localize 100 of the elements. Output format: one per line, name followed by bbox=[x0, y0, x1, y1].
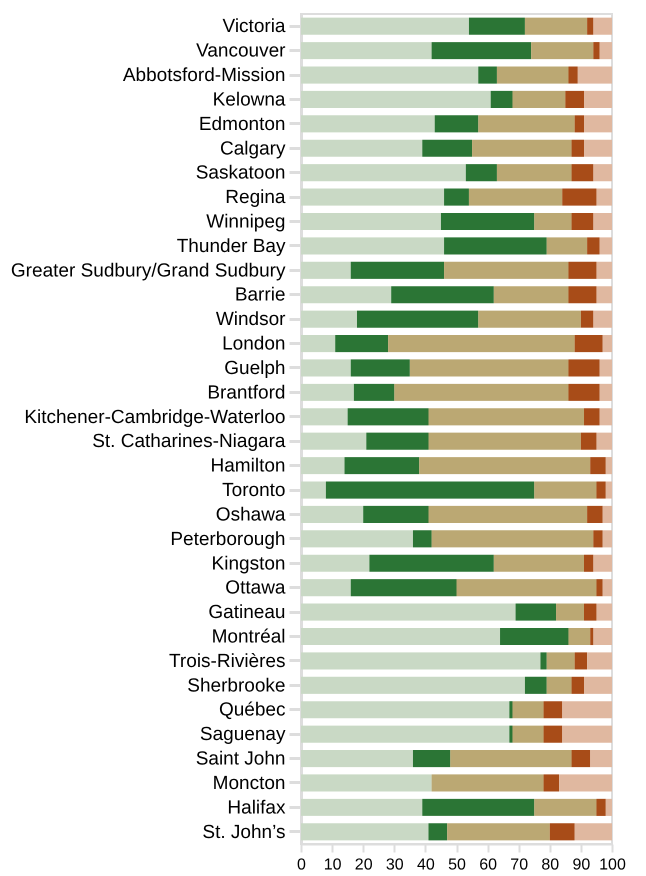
bar bbox=[580, 432, 596, 450]
bar bbox=[412, 530, 432, 548]
bar bbox=[301, 408, 348, 426]
bar bbox=[593, 554, 612, 572]
bar bbox=[568, 359, 600, 377]
bar bbox=[606, 481, 612, 499]
bar bbox=[593, 164, 612, 182]
bar bbox=[590, 457, 606, 474]
bar bbox=[301, 554, 370, 572]
bar bbox=[301, 164, 466, 182]
bar bbox=[440, 212, 534, 230]
y-tick-label: Montréal bbox=[212, 626, 286, 648]
bar bbox=[468, 18, 525, 35]
y-tick-label: Winnipeg bbox=[206, 212, 286, 232]
bar bbox=[444, 262, 568, 279]
bar bbox=[456, 579, 596, 596]
x-tick-label: 0 bbox=[297, 856, 306, 874]
y-tick-label: St. Catharines-Niagara bbox=[92, 431, 286, 452]
bar bbox=[584, 115, 612, 132]
bar bbox=[544, 701, 562, 718]
y-tick-label: Calgary bbox=[220, 138, 286, 160]
bar bbox=[512, 90, 566, 108]
bar bbox=[587, 506, 603, 523]
bar bbox=[391, 286, 494, 304]
bar bbox=[301, 18, 469, 35]
bar bbox=[572, 676, 584, 694]
bar bbox=[568, 262, 596, 279]
y-tick-label: London bbox=[222, 334, 286, 355]
y-tick-label: Regina bbox=[225, 187, 286, 208]
y-tick-label: Halifax bbox=[227, 797, 286, 818]
bar bbox=[524, 18, 588, 35]
bar bbox=[587, 237, 600, 254]
bar bbox=[428, 506, 588, 523]
bar bbox=[544, 726, 562, 743]
y-tick-label: Vancouver bbox=[196, 40, 286, 62]
bar bbox=[301, 188, 444, 206]
y-tick-label: Windsor bbox=[216, 309, 286, 330]
bar bbox=[444, 188, 469, 206]
y-tick-label: Thunder Bay bbox=[176, 236, 286, 257]
bar bbox=[366, 432, 429, 450]
y-tick-label: Saint John bbox=[196, 748, 286, 770]
bar bbox=[534, 212, 572, 230]
bar bbox=[301, 604, 516, 621]
bar bbox=[602, 530, 612, 548]
bar bbox=[354, 384, 394, 401]
bar bbox=[301, 140, 422, 157]
bar bbox=[544, 774, 560, 792]
bar bbox=[363, 506, 429, 523]
bar bbox=[478, 310, 581, 328]
bar bbox=[562, 701, 612, 718]
bar bbox=[301, 506, 364, 523]
y-tick-label: Victoria bbox=[222, 16, 286, 38]
x-tick-label: 70 bbox=[510, 856, 528, 874]
bar bbox=[301, 310, 357, 328]
bar bbox=[534, 481, 596, 499]
bar bbox=[301, 212, 441, 230]
bar bbox=[587, 652, 612, 670]
bar bbox=[422, 140, 472, 157]
y-tick-label: Kelowna bbox=[212, 89, 286, 110]
y-tick-label: Brantford bbox=[207, 382, 286, 404]
bar bbox=[596, 604, 612, 621]
bar bbox=[301, 798, 422, 816]
bar bbox=[559, 774, 612, 792]
bar bbox=[428, 408, 584, 426]
bar bbox=[574, 652, 588, 670]
bar bbox=[494, 554, 584, 572]
bar bbox=[301, 359, 351, 377]
bar bbox=[468, 188, 562, 206]
bar bbox=[509, 701, 512, 718]
bar bbox=[388, 335, 575, 352]
bar bbox=[301, 530, 413, 548]
bar bbox=[600, 384, 612, 401]
bar bbox=[410, 359, 568, 377]
bar bbox=[584, 140, 612, 157]
bar bbox=[301, 701, 510, 718]
bar bbox=[490, 90, 512, 108]
bar bbox=[584, 408, 600, 426]
bar bbox=[584, 604, 596, 621]
bar bbox=[574, 335, 603, 352]
bar bbox=[572, 164, 594, 182]
bar bbox=[584, 90, 612, 108]
y-tick-label: Sherbrooke bbox=[187, 675, 286, 696]
y-tick-label: Moncton bbox=[212, 772, 286, 794]
y-tick-label: Abbotsford-Mission bbox=[122, 65, 286, 86]
bar bbox=[568, 384, 600, 401]
bar bbox=[335, 335, 388, 352]
bar bbox=[602, 579, 612, 596]
y-tick-label: Guelph bbox=[224, 358, 286, 379]
bar bbox=[574, 823, 612, 840]
bar bbox=[444, 237, 547, 254]
bar bbox=[593, 18, 612, 35]
y-tick-label: Québec bbox=[218, 700, 286, 721]
bar bbox=[326, 481, 534, 499]
y-tick-label: Kingston bbox=[212, 553, 286, 574]
bar bbox=[478, 66, 497, 84]
y-tick-label: St. John’s bbox=[202, 822, 286, 843]
bar bbox=[534, 798, 596, 816]
y-tick-label: Hamilton bbox=[210, 456, 286, 477]
bar bbox=[606, 457, 612, 474]
bar bbox=[596, 188, 612, 206]
